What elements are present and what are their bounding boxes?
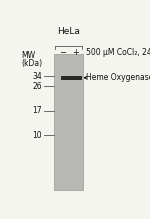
- Text: 26: 26: [32, 82, 42, 91]
- Text: Heme Oxygenase 1: Heme Oxygenase 1: [86, 73, 150, 82]
- Text: 10: 10: [32, 131, 42, 140]
- Bar: [61, 76, 82, 80]
- Text: HeLa: HeLa: [57, 26, 80, 35]
- Text: (kDa): (kDa): [21, 59, 42, 68]
- Text: 500 μM CoCl₂, 24 hr: 500 μM CoCl₂, 24 hr: [86, 48, 150, 57]
- Text: −: −: [59, 48, 66, 57]
- Text: +: +: [72, 48, 79, 57]
- Text: 17: 17: [32, 106, 42, 115]
- Text: MW: MW: [21, 51, 35, 60]
- Bar: [54, 54, 83, 190]
- Text: 34: 34: [32, 72, 42, 81]
